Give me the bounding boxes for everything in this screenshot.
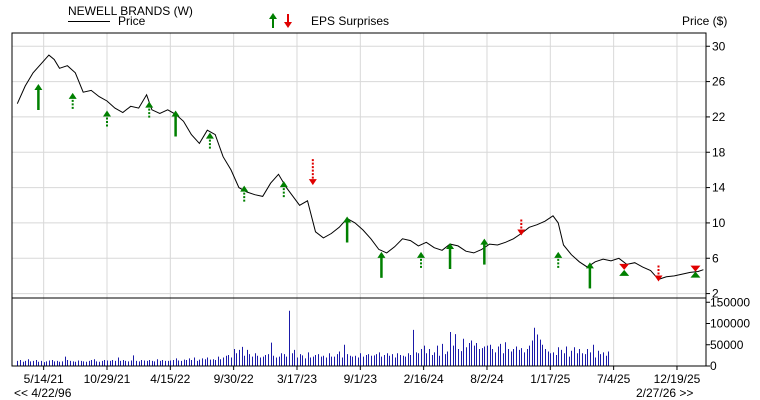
eps-beat-marker	[171, 110, 180, 137]
volume-tick-label: 100000	[710, 317, 750, 331]
eps-beat-marker	[34, 84, 43, 110]
price-tick-label: 22	[712, 110, 726, 124]
price-legend-swatch	[68, 21, 110, 22]
plot-frame	[11, 32, 707, 367]
eps-miss-marker	[308, 159, 317, 186]
eps-beat-marker	[145, 101, 154, 118]
eps-miss-marker	[517, 219, 526, 236]
price-tick-label: 2	[712, 287, 719, 301]
eps-beat-marker	[343, 216, 352, 243]
range-start-link[interactable]: << 4/22/96	[14, 386, 72, 400]
x-tick-label: 9/30/22	[214, 372, 254, 386]
eps-beat-marker	[585, 262, 594, 289]
price-tick-label: 10	[712, 216, 726, 230]
x-tick-label: 8/2/24	[470, 372, 504, 386]
x-tick-label: 3/17/23	[277, 372, 317, 386]
x-tick-label: 4/15/22	[150, 372, 190, 386]
x-tick-label: 5/14/21	[24, 372, 64, 386]
x-tick-label: 7/4/25	[597, 372, 631, 386]
eps-miss-marker	[654, 265, 663, 282]
price-tick-label: 14	[712, 181, 726, 195]
price-legend-label: Price	[118, 14, 146, 28]
range-end-link[interactable]: 2/27/26 >>	[636, 386, 694, 400]
price-tick-label: 6	[712, 251, 719, 265]
eps-beat-marker	[68, 92, 77, 109]
eps-beat-marker	[240, 185, 249, 202]
price-tick-label: 18	[712, 145, 726, 159]
eps-legend-label: EPS Surprises	[311, 14, 390, 28]
price-axis-label: Price ($)	[682, 14, 728, 28]
eps-beat-marker	[417, 251, 426, 268]
volume-tick-label: 50000	[710, 338, 744, 352]
eps-beat-marker	[480, 238, 489, 265]
volume-tick-label: 150000	[710, 295, 750, 309]
eps-miss-marker	[690, 265, 701, 278]
x-tick-label: 1/17/25	[530, 372, 570, 386]
eps-beat-marker	[102, 110, 111, 127]
volume-tick-label: 0	[710, 359, 717, 373]
eps-miss-legend-arrowhead	[284, 22, 292, 28]
eps-beat-marker	[205, 132, 214, 149]
eps-miss-marker	[619, 263, 630, 276]
eps-beat-marker	[446, 243, 455, 269]
x-tick-label: 12/19/25	[654, 372, 701, 386]
x-tick-label: 9/1/23	[344, 372, 378, 386]
x-tick-label: 2/16/24	[404, 372, 444, 386]
company-title: NEWELL BRANDS (W)	[68, 4, 193, 18]
eps-beat-marker	[554, 251, 563, 268]
eps-beat-legend-arrowhead	[269, 13, 277, 19]
eps-beat-marker	[279, 181, 288, 198]
x-tick-label: 10/29/21	[84, 372, 131, 386]
eps-beat-marker	[377, 251, 386, 278]
price-tick-label: 26	[712, 75, 726, 89]
price-tick-label: 30	[712, 39, 726, 53]
